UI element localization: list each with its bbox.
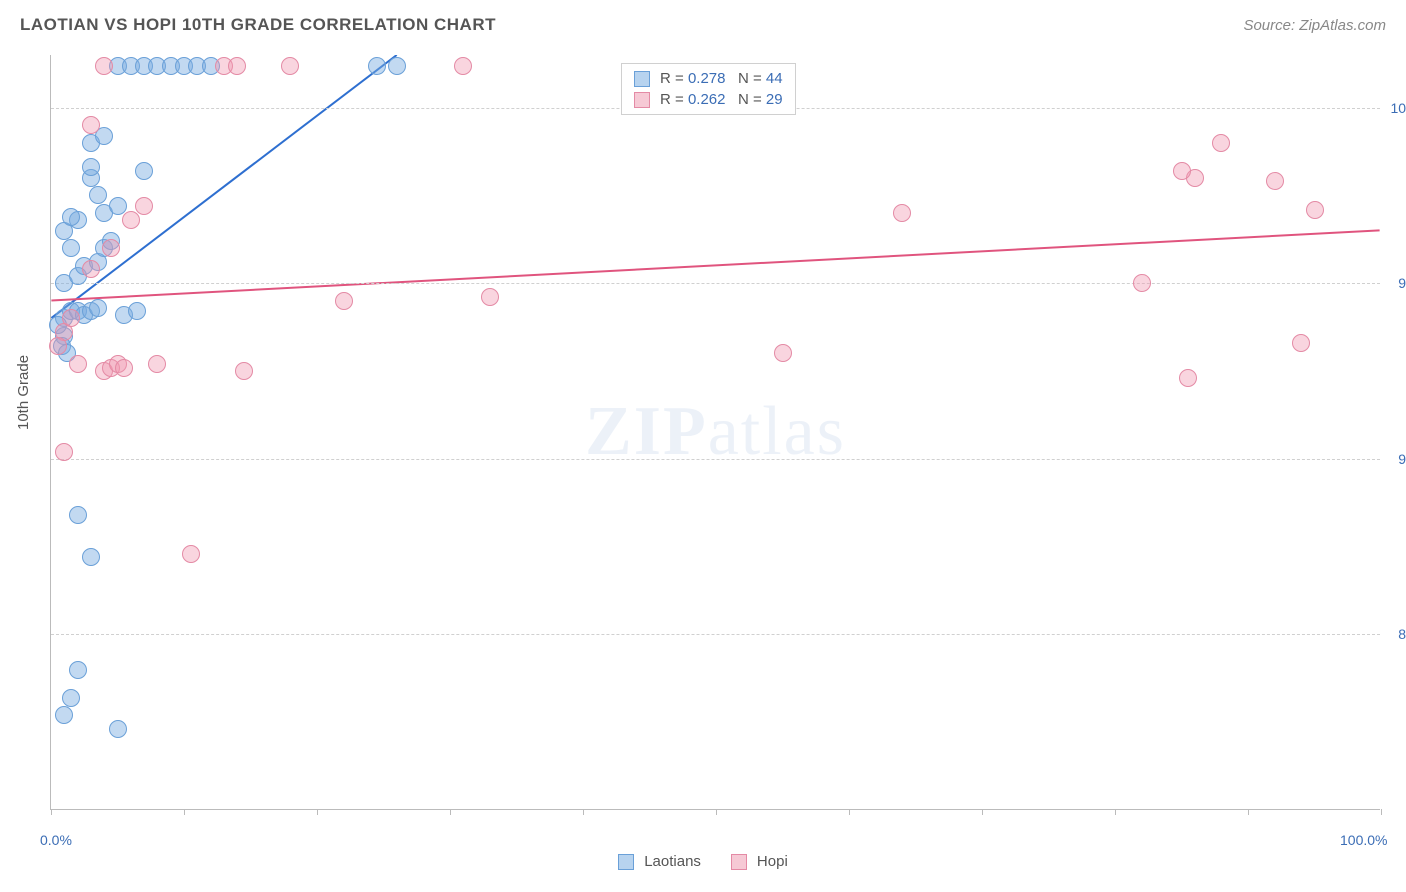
correlation-legend-row: R = 0.262 N = 29 [634, 89, 783, 110]
chart-header: LAOTIAN VS HOPI 10TH GRADE CORRELATION C… [0, 0, 1406, 50]
data-point [82, 158, 100, 176]
x-tick [184, 809, 185, 815]
data-point [281, 57, 299, 75]
legend-item-hopi: Hopi [731, 853, 788, 870]
data-point [335, 292, 353, 310]
data-point [1266, 172, 1284, 190]
series-legend: Laotians Hopi [0, 853, 1406, 870]
legend-label: Laotians [644, 853, 701, 870]
legend-swatch [731, 854, 747, 870]
x-tick [716, 809, 717, 815]
trend-line [51, 230, 1379, 300]
correlation-text: R = 0.278 N = 44 [660, 70, 783, 87]
data-point [69, 661, 87, 679]
x-tick [849, 809, 850, 815]
data-point [135, 162, 153, 180]
data-point [235, 362, 253, 380]
data-point [388, 57, 406, 75]
correlation-legend: R = 0.278 N = 44 R = 0.262 N = 29 [621, 63, 796, 115]
gridline [51, 459, 1380, 460]
y-tick-label: 90.0% [1388, 451, 1406, 467]
data-point [1212, 134, 1230, 152]
data-point [1179, 369, 1197, 387]
data-point [82, 548, 100, 566]
data-point [1292, 334, 1310, 352]
x-min-label: 0.0% [40, 832, 72, 848]
data-point [55, 706, 73, 724]
x-tick [51, 809, 52, 815]
data-point [69, 506, 87, 524]
x-tick [1115, 809, 1116, 815]
data-point [1306, 201, 1324, 219]
watermark: ZIPatlas [585, 392, 846, 472]
data-point [62, 239, 80, 257]
x-max-label: 100.0% [1340, 832, 1387, 848]
data-point [82, 116, 100, 134]
legend-swatch [634, 92, 650, 108]
x-tick [317, 809, 318, 815]
correlation-legend-row: R = 0.278 N = 44 [634, 68, 783, 89]
data-point [128, 302, 146, 320]
data-point [62, 689, 80, 707]
data-point [89, 299, 107, 317]
data-point [82, 260, 100, 278]
data-point [148, 355, 166, 373]
data-point [454, 57, 472, 75]
x-tick [1381, 809, 1382, 815]
data-point [49, 337, 67, 355]
data-point [135, 197, 153, 215]
data-point [95, 57, 113, 75]
scatter-plot-area: ZIPatlas 85.0%90.0%95.0%100.0%R = 0.278 … [50, 55, 1380, 810]
y-tick-label: 85.0% [1388, 626, 1406, 642]
gridline [51, 634, 1380, 635]
data-point [228, 57, 246, 75]
legend-item-laotians: Laotians [618, 853, 701, 870]
chart-title: LAOTIAN VS HOPI 10TH GRADE CORRELATION C… [20, 15, 496, 35]
x-tick [982, 809, 983, 815]
correlation-text: R = 0.262 N = 29 [660, 91, 783, 108]
trend-line [51, 55, 396, 318]
x-tick [583, 809, 584, 815]
data-point [109, 197, 127, 215]
y-axis-title: 10th Grade [15, 355, 32, 430]
data-point [89, 186, 107, 204]
data-point [774, 344, 792, 362]
data-point [893, 204, 911, 222]
data-point [109, 720, 127, 738]
y-tick-label: 95.0% [1388, 275, 1406, 291]
data-point [122, 211, 140, 229]
data-point [55, 443, 73, 461]
chart-source: Source: ZipAtlas.com [1243, 17, 1386, 34]
legend-label: Hopi [757, 853, 788, 870]
data-point [481, 288, 499, 306]
x-tick [1248, 809, 1249, 815]
legend-swatch [618, 854, 634, 870]
y-tick-label: 100.0% [1388, 100, 1406, 116]
data-point [102, 239, 120, 257]
x-tick [450, 809, 451, 815]
data-point [62, 309, 80, 327]
data-point [69, 355, 87, 373]
gridline [51, 283, 1380, 284]
data-point [1133, 274, 1151, 292]
data-point [368, 57, 386, 75]
legend-swatch [634, 71, 650, 87]
data-point [1173, 162, 1191, 180]
data-point [115, 359, 133, 377]
data-point [182, 545, 200, 563]
data-point [62, 208, 80, 226]
